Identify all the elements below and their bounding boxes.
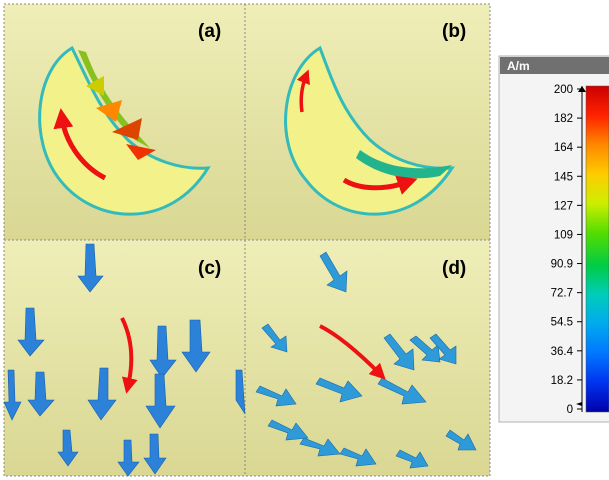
- panel-a-hot-arrow: [86, 76, 104, 96]
- colorbar-tick-label: 0: [567, 404, 573, 416]
- panel-a-hot-arrow: [112, 118, 142, 140]
- panel-a-label: (a): [198, 21, 221, 42]
- panel-a-edge-field-strong: [78, 50, 150, 148]
- colorbar-tick-label: 18.2: [551, 375, 573, 387]
- panel-d-label: (d): [442, 258, 466, 279]
- panel-a-field: (a): [38, 21, 221, 216]
- panel-d-vectors: [255, 251, 477, 469]
- panel-b-flow-arrow-lower: [342, 175, 418, 195]
- panel-c-vectors: [3, 243, 246, 477]
- panel-c-label: (c): [198, 258, 221, 279]
- colorbar-unit: A/m: [507, 59, 530, 73]
- panel-d-flow-arrow: [319, 324, 386, 380]
- colorbar-tick-label: 182: [554, 113, 573, 125]
- colorbar-bottom-marker: [576, 402, 582, 406]
- colorbar-gradient: [585, 85, 609, 413]
- colorbar-ticks: 200 182 164 145 127 109 90.9 72.7 54.5 36.4 18.2 0: [551, 84, 582, 416]
- panel-a-crescent: [38, 45, 211, 216]
- colorbar-tick-label: 109: [554, 229, 573, 241]
- panel-d-field: (d): [255, 251, 477, 469]
- panel-c-flow-arrow: [120, 317, 138, 394]
- panel-b-edge-field: [356, 150, 452, 179]
- colorbar-tick-label: 164: [554, 142, 574, 154]
- colorbar-tick-label: 54.5: [551, 317, 573, 329]
- colorbar-tick-label: 36.4: [551, 346, 574, 358]
- panel-b-field: (b): [284, 21, 466, 216]
- colorbar-tick-label: 127: [554, 200, 573, 212]
- panel-b-label: (b): [442, 21, 466, 42]
- colorbar-tick-label: 72.7: [551, 288, 573, 300]
- colorbar-tick-label: 90.9: [551, 259, 573, 271]
- panel-b-flow-arrow-upper: [296, 69, 310, 113]
- panel-a-flow-arrow: [53, 108, 107, 181]
- colorbar-header: [500, 57, 609, 74]
- colorbar-tick-label: 145: [554, 171, 573, 183]
- panel-a-hot-arrow: [96, 100, 122, 122]
- panel-a-hot-arrow: [126, 144, 156, 160]
- colorbar-tick-label: 200: [554, 84, 573, 96]
- panel-c-field: (c): [3, 243, 246, 477]
- colorbar: A/m 200 182 164 145 127 109 90.9 72.7 54.5 36.4 18…: [498, 55, 609, 423]
